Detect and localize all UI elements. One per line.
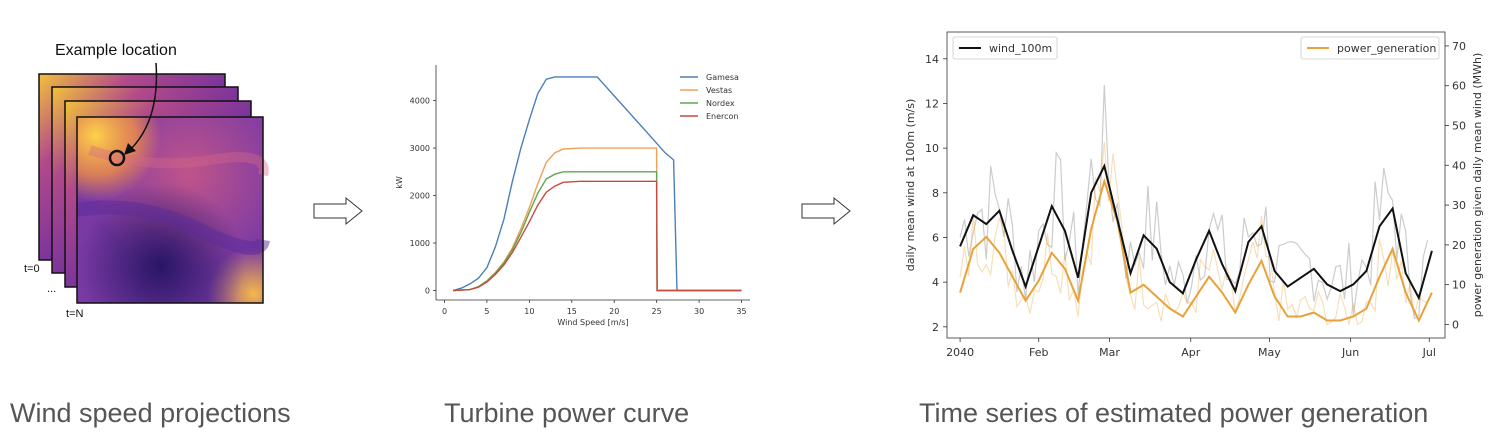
- y-tick-label: 0: [425, 287, 430, 296]
- legend-label-vestas: Vestas: [706, 86, 732, 95]
- x-tick-label: 0: [442, 307, 447, 316]
- wind-projections-panel: Example location t=0 ... t=N: [0, 0, 300, 340]
- wind-stack-illustration: [38, 62, 270, 304]
- x-tick-label: Apr: [1181, 346, 1201, 359]
- power-curve-chart: 0 5 10 15 20 25 30 35 0 1000 2000 3000 4000 Wind Spee…: [395, 65, 750, 327]
- x-tick-label: 5: [484, 307, 489, 316]
- y-tick-label-left: 12: [925, 97, 939, 110]
- y-tick-label-left: 4: [932, 276, 939, 289]
- y-tick-label-right: 0: [1452, 318, 1459, 331]
- x-tick-label: Feb: [1029, 346, 1048, 359]
- x-tick-label: 10: [524, 307, 534, 316]
- y-tick-label-left: 6: [932, 231, 939, 244]
- legend-label-enercon: Enercon: [706, 112, 739, 121]
- legend-label-gamesa: Gamesa: [706, 73, 739, 82]
- frame-label-ellipsis: ...: [47, 283, 57, 295]
- flow-arrow-2: [801, 196, 851, 226]
- arrowhead-icon: [124, 143, 136, 155]
- x-tick-label: 20: [609, 307, 619, 316]
- y-tick-label-right: 20: [1452, 239, 1466, 252]
- y-tick-label-left: 10: [925, 142, 939, 155]
- legend-label-nordex: Nordex: [706, 99, 735, 108]
- frame-front: [75, 116, 270, 304]
- series-line-vestas: [452, 147, 742, 292]
- y-tick-label: 3000: [410, 144, 430, 153]
- y-tick-label-right: 60: [1452, 80, 1466, 93]
- series-line-nordex: [452, 171, 742, 292]
- y-axis-label-right: power generation given daily mean wind (…: [1471, 53, 1484, 318]
- pointer-arrow: [129, 62, 158, 151]
- y-tick-label-left: 2: [932, 321, 939, 334]
- y-axis-label-left: daily mean wind at 100m (m/s): [904, 99, 917, 272]
- wind-raw-trace: [959, 84, 1429, 320]
- frame-label-end: t=N: [66, 308, 84, 320]
- y-tick-label: 1000: [410, 239, 430, 248]
- x-axis-label: Wind Speed [m/s]: [557, 318, 628, 327]
- y-tick-label: 4000: [410, 97, 430, 106]
- timeseries-chart: 2 4 6 8 10 12 14 0 10 20 30 40 50 60 70 2040 Feb Mar Apr Ma…: [904, 31, 1484, 359]
- caption-wind-projections: Wind speed projections: [10, 398, 291, 428]
- x-tick-label: 25: [652, 307, 662, 316]
- power-raw-trace: [959, 142, 1428, 326]
- frame-label-start: t=0: [24, 263, 40, 275]
- y-tick-label-right: 30: [1452, 199, 1466, 212]
- y-tick-label-right: 10: [1452, 279, 1466, 292]
- x-tick-label: Jul: [1422, 346, 1436, 359]
- y-axis-label: kW: [395, 176, 404, 189]
- legend-box-left: [952, 36, 1058, 60]
- x-tick-label: Jun: [1341, 346, 1359, 359]
- y-tick-label-right: 40: [1452, 159, 1466, 172]
- y-tick-label-right: 70: [1452, 40, 1466, 53]
- caption-power-curve: Turbine power curve: [444, 398, 690, 428]
- legend-label-power-generation: power_generation: [1337, 42, 1436, 55]
- x-tick-label: 35: [736, 307, 746, 316]
- x-tick-label: 15: [567, 307, 577, 316]
- y-tick-label-left: 14: [925, 53, 939, 66]
- y-tick-label: 2000: [410, 192, 430, 201]
- location-label: Example location: [55, 42, 177, 59]
- series-line-power-generation: [959, 177, 1433, 323]
- caption-timeseries: Time series of estimated power generatio…: [919, 398, 1429, 428]
- x-tick-label: Mar: [1099, 346, 1120, 359]
- plot-frame: [946, 31, 1446, 339]
- y-tick-label-left: 8: [932, 187, 939, 200]
- series-line-enercon: [452, 180, 742, 292]
- legend-label-wind-100m: wind_100m: [989, 42, 1052, 55]
- series-line-wind-100m: [959, 163, 1433, 301]
- location-marker: [108, 149, 126, 167]
- x-tick-label: 30: [694, 307, 704, 316]
- flow-arrow-1: [313, 196, 363, 226]
- legend-box-right: [1300, 36, 1440, 60]
- x-tick-label: May: [1258, 346, 1281, 359]
- x-tick-label: 2040: [946, 346, 974, 359]
- series-line-gamesa: [452, 76, 742, 292]
- y-tick-label-right: 50: [1452, 120, 1466, 133]
